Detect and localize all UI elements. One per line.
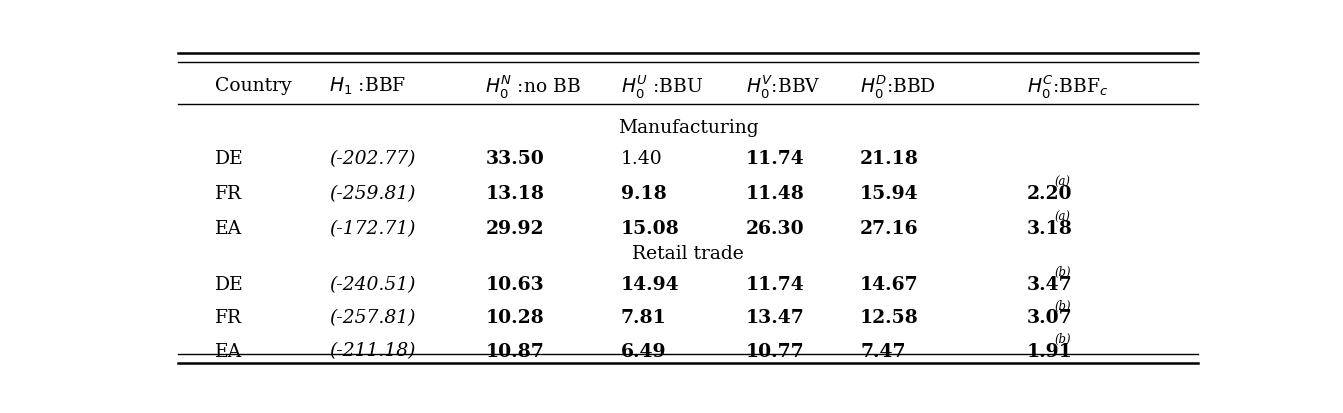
Text: 26.30: 26.30 [745,220,804,237]
Text: 7.47: 7.47 [860,342,905,360]
Text: FR: FR [215,185,242,203]
Text: 10.28: 10.28 [485,309,544,326]
Text: 12.58: 12.58 [860,309,919,326]
Text: 2.20: 2.20 [1026,185,1072,203]
Text: (-202.77): (-202.77) [329,150,416,168]
Text: 27.16: 27.16 [860,220,919,237]
Text: 11.74: 11.74 [745,150,804,168]
Text: $H_0^D$:BBD: $H_0^D$:BBD [860,73,936,100]
Text: FR: FR [215,309,242,326]
Text: (-259.81): (-259.81) [329,185,416,203]
Text: (-240.51): (-240.51) [329,275,416,293]
Text: (-172.71): (-172.71) [329,220,416,237]
Text: 6.49: 6.49 [620,342,666,360]
Text: Retail trade: Retail trade [633,245,744,263]
Text: Country: Country [215,77,291,95]
Text: (a): (a) [1054,210,1070,223]
Text: 15.08: 15.08 [620,220,680,237]
Text: 11.48: 11.48 [745,185,804,203]
Text: (b): (b) [1054,266,1072,278]
Text: EA: EA [215,342,242,360]
Text: 21.18: 21.18 [860,150,919,168]
Text: 7.81: 7.81 [620,309,666,326]
Text: 33.50: 33.50 [485,150,544,168]
Text: 13.18: 13.18 [485,185,544,203]
Text: (b): (b) [1054,299,1072,312]
Text: 13.47: 13.47 [745,309,804,326]
Text: (a): (a) [1054,175,1070,188]
Text: 3.07: 3.07 [1026,309,1072,326]
Text: $H_0^U$ :BBU: $H_0^U$ :BBU [620,73,702,100]
Text: 11.74: 11.74 [745,275,804,293]
Text: (-257.81): (-257.81) [329,309,416,326]
Text: DE: DE [215,275,243,293]
Text: 3.47: 3.47 [1026,275,1072,293]
Text: 15.94: 15.94 [860,185,919,203]
Text: 3.18: 3.18 [1026,220,1073,237]
Text: 29.92: 29.92 [485,220,544,237]
Text: 14.67: 14.67 [860,275,919,293]
Text: 1.91: 1.91 [1026,342,1072,360]
Text: 1.40: 1.40 [620,150,662,168]
Text: 9.18: 9.18 [620,185,666,203]
Text: 10.77: 10.77 [745,342,804,360]
Text: $H_1$ :BBF: $H_1$ :BBF [329,76,407,97]
Text: 10.87: 10.87 [485,342,544,360]
Text: 10.63: 10.63 [485,275,544,293]
Text: $H_0^V$:BBV: $H_0^V$:BBV [745,73,821,100]
Text: (b): (b) [1054,332,1072,345]
Text: $H_0^N$ :no BB: $H_0^N$ :no BB [485,73,582,100]
Text: 14.94: 14.94 [620,275,680,293]
Text: Manufacturing: Manufacturing [618,119,759,137]
Text: DE: DE [215,150,243,168]
Text: EA: EA [215,220,242,237]
Text: (-211.18): (-211.18) [329,342,416,360]
Text: $H_0^C$:BBF$_c$: $H_0^C$:BBF$_c$ [1026,73,1108,100]
